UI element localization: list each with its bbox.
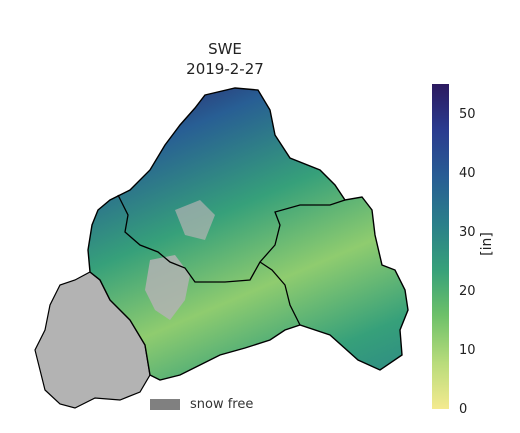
legend-swatch <box>150 399 180 410</box>
snow-free-patch <box>145 255 190 320</box>
colorbar-tick: 0 <box>459 402 468 417</box>
map-title: SWE <box>208 40 242 58</box>
colorbar-unit: [in] <box>478 232 495 256</box>
map-date: 2019-2-27 <box>186 60 264 78</box>
colorbar-tick: 10 <box>459 343 476 358</box>
legend: snow free <box>150 397 253 412</box>
legend-label: snow free <box>190 397 254 412</box>
snow-free-patch <box>175 200 215 240</box>
colorbar-tick: 20 <box>459 284 476 299</box>
colorbar <box>432 84 449 409</box>
colorbar-tick: 30 <box>459 225 476 240</box>
colorbar-tick: 40 <box>459 166 476 181</box>
colorbar-tick: 50 <box>459 107 476 122</box>
subbasin-boundary <box>117 194 346 283</box>
subbasin-boundary <box>259 261 301 326</box>
